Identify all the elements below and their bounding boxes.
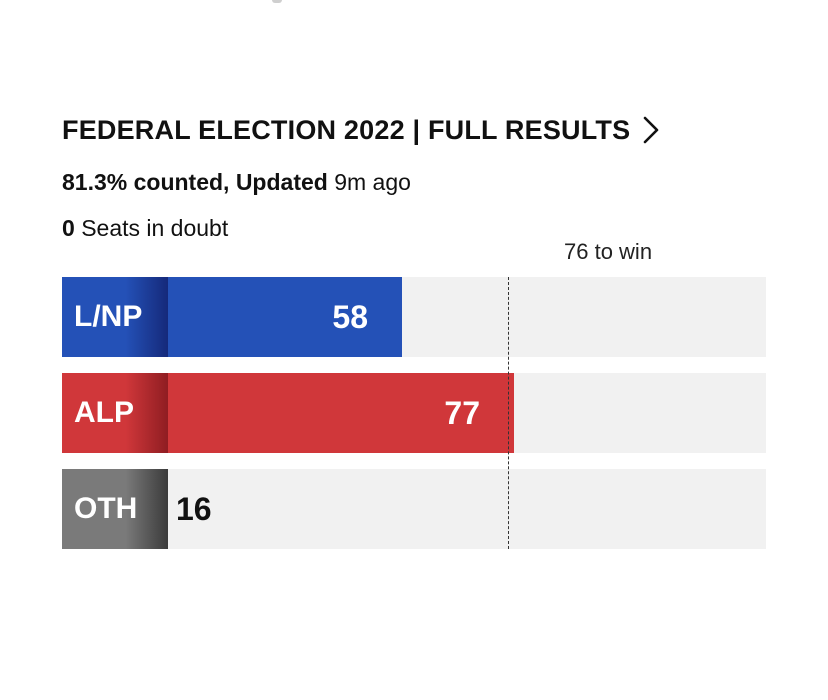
party-label-alp: ALP [62,373,168,453]
doubt-label: Seats in doubt [81,215,229,241]
seat-tally-chart: L/NP 58 ALP 77 OTH 16 [62,277,766,549]
bar-row-lnp: L/NP 58 [62,277,766,357]
bar-row-oth: OTH 16 [62,469,766,549]
full-results-link[interactable]: FEDERAL ELECTION 2022 | FULL RESULTS [62,108,664,152]
value-lnp: 58 [332,299,368,335]
value-alp: 77 [444,395,480,431]
updated-ago: 9m ago [334,169,411,195]
party-label-lnp: L/NP [62,277,168,357]
counted-text: 81.3% counted, Updated [62,169,328,195]
bar-row-alp: ALP 77 [62,373,766,453]
value-oth: 16 [176,491,212,527]
seats-in-doubt: 0 Seats in doubt [62,212,228,244]
party-label-oth: OTH [62,469,168,549]
win-threshold-line [508,277,509,549]
chevron-right-icon [640,108,664,152]
top-indicator [272,0,282,3]
win-threshold-label: 76 to win [564,239,653,264]
doubt-count: 0 [62,215,75,241]
results-title: FEDERAL ELECTION 2022 | FULL RESULTS [62,115,631,145]
count-status: 81.3% counted, Updated 9m ago [62,166,411,198]
